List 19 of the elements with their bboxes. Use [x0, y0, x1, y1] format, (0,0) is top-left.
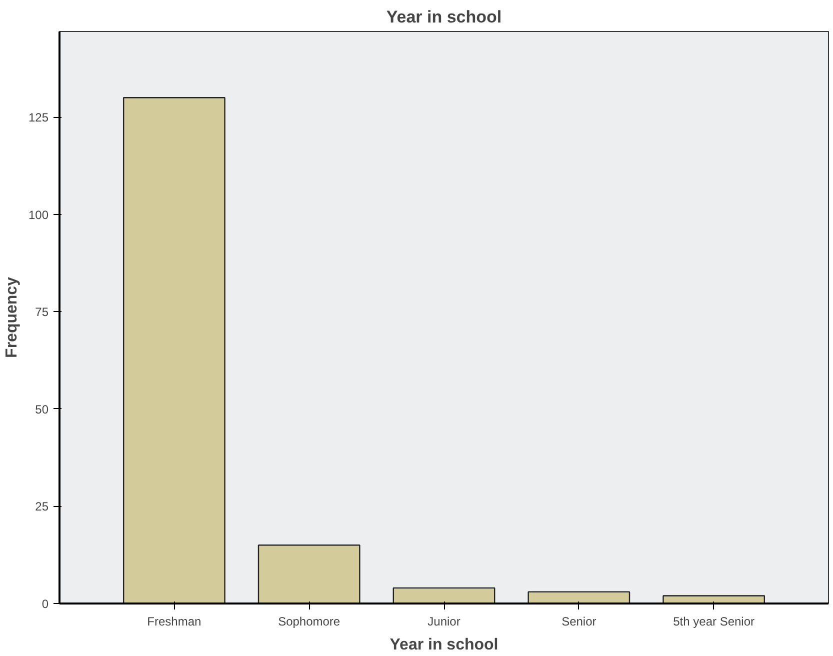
y-axis-title: Frequency [3, 276, 20, 358]
bar [662, 595, 766, 604]
y-tick-label: 0 [42, 597, 49, 611]
y-tick-label: 75 [35, 305, 49, 320]
x-axis-title: Year in school [390, 636, 498, 654]
x-tick-label: Senior [562, 614, 596, 628]
bar [122, 97, 226, 604]
bar [392, 587, 496, 604]
y-tick-label: 100 [28, 208, 49, 222]
x-tick-label: Freshman [147, 614, 202, 628]
bar [528, 591, 630, 604]
chart-title: Year in school [386, 8, 502, 26]
bar [258, 544, 360, 604]
x-tick-label: 5th year Senior [673, 614, 755, 628]
y-tick-label: 125 [28, 110, 49, 125]
y-tick-label: 50 [35, 402, 49, 416]
y-tick-label: 25 [35, 500, 49, 514]
x-tick-label: Junior [428, 614, 460, 628]
x-tick-label: Sophomore [278, 614, 340, 628]
